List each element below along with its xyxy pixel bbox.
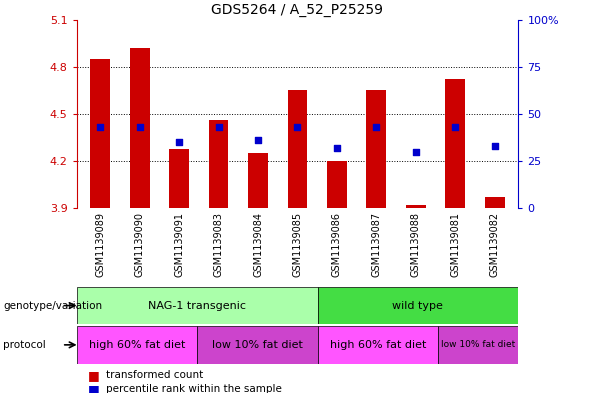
Text: GSM1139083: GSM1139083: [214, 212, 224, 277]
Bar: [317, 287, 518, 324]
Text: ■: ■: [88, 382, 100, 393]
Bar: [130, 48, 150, 208]
Point: [372, 124, 381, 130]
Text: genotype/variation: genotype/variation: [3, 301, 102, 310]
Point: [253, 137, 263, 143]
Bar: [445, 79, 465, 208]
Bar: [317, 326, 438, 364]
Bar: [209, 120, 229, 208]
Point: [95, 124, 105, 130]
Point: [174, 139, 184, 145]
Point: [135, 124, 144, 130]
Bar: [169, 149, 189, 208]
Point: [490, 143, 499, 149]
Bar: [77, 326, 197, 364]
Text: GSM1139085: GSM1139085: [293, 212, 302, 277]
Text: ■: ■: [88, 369, 100, 382]
Text: GSM1139089: GSM1139089: [95, 212, 105, 277]
Text: GSM1139091: GSM1139091: [174, 212, 184, 277]
Text: low 10% fat diet: low 10% fat diet: [212, 340, 303, 350]
Text: GSM1139082: GSM1139082: [489, 212, 499, 277]
Point: [411, 149, 421, 155]
Text: percentile rank within the sample: percentile rank within the sample: [106, 384, 282, 393]
Bar: [406, 205, 426, 208]
Title: GDS5264 / A_52_P25259: GDS5264 / A_52_P25259: [211, 3, 383, 17]
Text: GSM1139087: GSM1139087: [371, 212, 381, 277]
Bar: [485, 197, 505, 208]
Text: GSM1139086: GSM1139086: [332, 212, 342, 277]
Point: [293, 124, 302, 130]
Text: GSM1139088: GSM1139088: [411, 212, 421, 277]
Point: [451, 124, 460, 130]
Text: low 10% fat diet: low 10% fat diet: [441, 340, 515, 349]
Text: NAG-1 transgenic: NAG-1 transgenic: [148, 301, 246, 310]
Text: GSM1139084: GSM1139084: [253, 212, 263, 277]
Text: wild type: wild type: [392, 301, 444, 310]
Bar: [366, 90, 386, 208]
Point: [332, 145, 342, 151]
Text: protocol: protocol: [3, 340, 46, 350]
Text: high 60% fat diet: high 60% fat diet: [88, 340, 185, 350]
Point: [214, 124, 223, 130]
Text: transformed count: transformed count: [106, 370, 203, 380]
Bar: [248, 153, 268, 208]
Bar: [327, 161, 347, 208]
Text: GSM1139090: GSM1139090: [135, 212, 145, 277]
Bar: [197, 326, 317, 364]
Bar: [438, 326, 518, 364]
Bar: [287, 90, 307, 208]
Text: high 60% fat diet: high 60% fat diet: [330, 340, 426, 350]
Bar: [90, 59, 110, 208]
Bar: [77, 287, 317, 324]
Text: GSM1139081: GSM1139081: [450, 212, 460, 277]
